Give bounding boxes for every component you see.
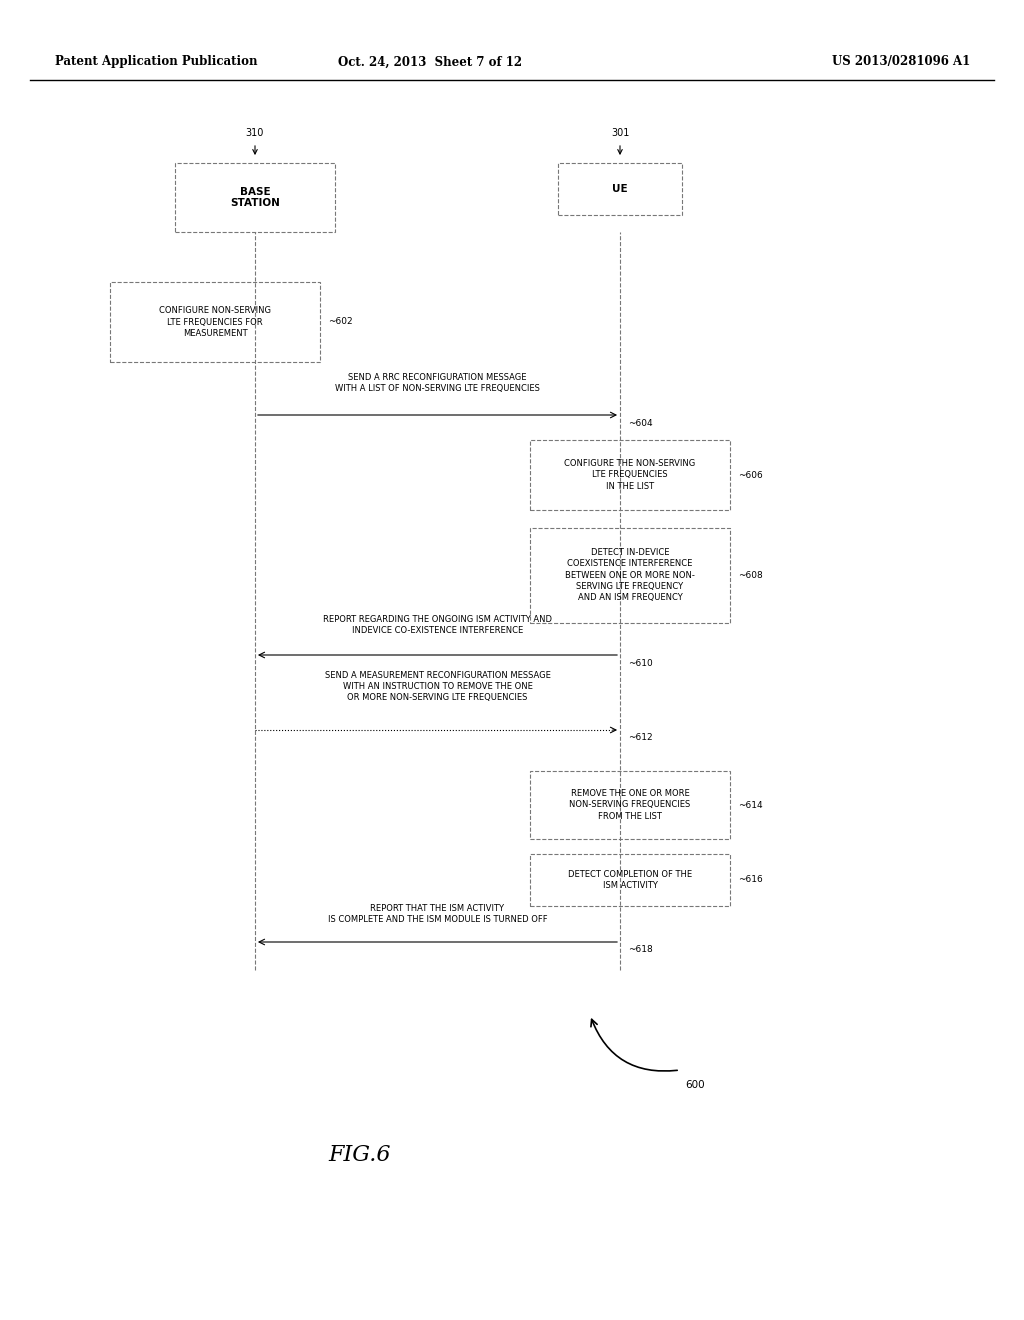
Text: REMOVE THE ONE OR MORE
NON-SERVING FREQUENCIES
FROM THE LIST: REMOVE THE ONE OR MORE NON-SERVING FREQU… xyxy=(569,789,690,821)
Text: 301: 301 xyxy=(610,128,629,139)
Text: ~616: ~616 xyxy=(738,875,763,884)
Text: Patent Application Publication: Patent Application Publication xyxy=(55,55,257,69)
Text: 310: 310 xyxy=(246,128,264,139)
Text: ~610: ~610 xyxy=(628,659,652,668)
Text: UE: UE xyxy=(612,183,628,194)
Text: DETECT IN-DEVICE
COEXISTENCE INTERFERENCE
BETWEEN ONE OR MORE NON-
SERVING LTE F: DETECT IN-DEVICE COEXISTENCE INTERFERENC… xyxy=(565,548,695,602)
Text: DETECT COMPLETION OF THE
ISM ACTIVITY: DETECT COMPLETION OF THE ISM ACTIVITY xyxy=(568,870,692,890)
Text: CONFIGURE THE NON-SERVING
LTE FREQUENCIES
IN THE LIST: CONFIGURE THE NON-SERVING LTE FREQUENCIE… xyxy=(564,459,695,491)
Text: CONFIGURE NON-SERVING
LTE FREQUENCIES FOR
MEASUREMENT: CONFIGURE NON-SERVING LTE FREQUENCIES FO… xyxy=(159,306,271,338)
Text: REPORT THAT THE ISM ACTIVITY
IS COMPLETE AND THE ISM MODULE IS TURNED OFF: REPORT THAT THE ISM ACTIVITY IS COMPLETE… xyxy=(328,904,547,924)
Text: ~612: ~612 xyxy=(628,734,652,742)
Bar xyxy=(530,528,730,623)
Text: SEND A MEASUREMENT RECONFIGURATION MESSAGE
WITH AN INSTRUCTION TO REMOVE THE ONE: SEND A MEASUREMENT RECONFIGURATION MESSA… xyxy=(325,671,551,702)
Text: SEND A RRC RECONFIGURATION MESSAGE
WITH A LIST OF NON-SERVING LTE FREQUENCIES: SEND A RRC RECONFIGURATION MESSAGE WITH … xyxy=(335,372,540,393)
Text: REPORT REGARDING THE ONGOING ISM ACTIVITY AND
INDEVICE CO-EXISTENCE INTERFERENCE: REPORT REGARDING THE ONGOING ISM ACTIVIT… xyxy=(323,615,552,635)
Bar xyxy=(530,440,730,510)
Bar xyxy=(530,854,730,906)
Text: ~604: ~604 xyxy=(628,418,652,428)
Text: ~606: ~606 xyxy=(738,470,763,479)
Text: ~614: ~614 xyxy=(738,800,763,809)
Text: FIG.6: FIG.6 xyxy=(329,1144,391,1166)
Text: US 2013/0281096 A1: US 2013/0281096 A1 xyxy=(831,55,970,69)
Text: Oct. 24, 2013  Sheet 7 of 12: Oct. 24, 2013 Sheet 7 of 12 xyxy=(338,55,522,69)
Text: 600: 600 xyxy=(685,1080,705,1090)
Bar xyxy=(558,162,682,215)
Bar xyxy=(175,162,335,232)
Text: ~602: ~602 xyxy=(328,318,352,326)
Text: ~618: ~618 xyxy=(628,945,652,954)
Bar xyxy=(530,771,730,840)
Text: BASE
STATION: BASE STATION xyxy=(230,186,280,209)
Text: ~608: ~608 xyxy=(738,570,763,579)
Bar xyxy=(110,282,319,362)
